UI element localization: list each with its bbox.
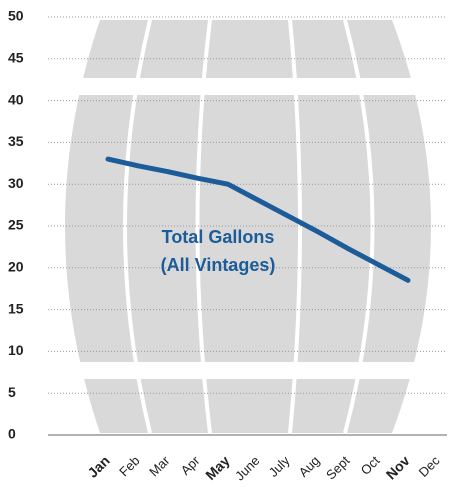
y-tick-label: 50 [8, 8, 24, 24]
barrel-background [0, 19, 449, 434]
data-line [105, 156, 411, 283]
x-tick-label: Oct [358, 453, 383, 478]
y-tick-label: 10 [8, 342, 24, 358]
y-tick-label: 40 [8, 91, 24, 107]
annotation: Total Gallons [162, 227, 275, 247]
x-tick-label: June [232, 453, 263, 484]
x-tick-label: Sept [323, 453, 353, 483]
y-tick-label: 5 [8, 384, 16, 400]
y-tick-label: 30 [8, 175, 24, 191]
y-tick-label: 20 [8, 259, 24, 275]
y-tick-label: 35 [8, 133, 24, 149]
x-tick-label: Feb [116, 453, 142, 479]
y-tick-label: 25 [8, 217, 24, 233]
x-tick-label: Nov [383, 452, 413, 482]
x-tick-label: Apr [178, 452, 203, 477]
y-tick-label: 15 [8, 300, 24, 316]
x-tick-label: July [266, 453, 293, 480]
y-tick-label: 0 [8, 426, 16, 442]
y-tick-label: 45 [8, 50, 24, 66]
x-tick-label: May [202, 452, 233, 483]
annotation: (All Vintages) [161, 255, 276, 275]
x-tick-label: Jan [84, 452, 112, 480]
x-tick-label: Dec [416, 453, 443, 480]
x-tick-label: Aug [296, 453, 323, 480]
x-tick-label: Mar [146, 452, 173, 479]
